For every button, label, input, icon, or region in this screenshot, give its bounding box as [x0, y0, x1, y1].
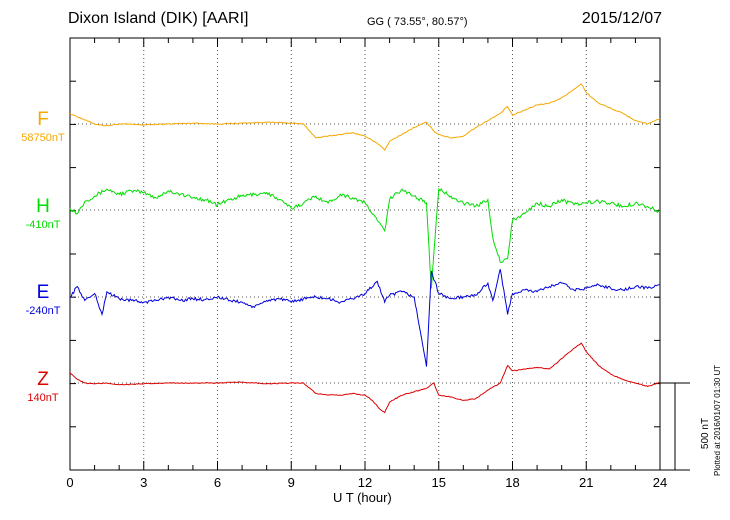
scale-bar-label: 500 nT	[700, 417, 712, 450]
component-baseline: -240nT	[25, 305, 61, 317]
component-letter: E	[36, 282, 50, 303]
trace-e	[69, 269, 661, 367]
component-letter: H	[36, 196, 50, 217]
plotted-timestamp: Plotted at 2016/01/07 01:30 UT	[713, 364, 722, 476]
x-tick-label: 3	[140, 475, 147, 490]
x-tick-label: 12	[358, 475, 372, 490]
station-title: Dixon Island (DIK) [AARI]	[68, 10, 249, 27]
traces	[69, 83, 661, 414]
axis-ticks: 0 3 6 9 12 15 18 21 24	[66, 37, 667, 490]
trace-h	[69, 187, 661, 289]
x-tick-label: 6	[214, 475, 221, 490]
component-label-f: F 58750nT	[8, 110, 78, 145]
x-tick-label: 18	[505, 475, 519, 490]
x-tick-label: 9	[288, 475, 295, 490]
component-baseline: 58750nT	[21, 132, 65, 144]
plot-date: 2015/12/07	[581, 10, 662, 27]
x-tick-label: 24	[653, 475, 667, 490]
scale-bar	[660, 382, 690, 471]
component-label-e: E -240nT	[8, 283, 78, 318]
x-tick-label: 0	[66, 475, 73, 490]
x-tick-label: 21	[579, 475, 593, 490]
component-baseline: -410nT	[25, 219, 61, 231]
x-axis-label: U T (hour)	[333, 490, 392, 505]
trace-f	[69, 83, 661, 151]
component-letter: F	[37, 109, 49, 130]
component-label-z: Z 140nT	[8, 370, 78, 405]
grid	[70, 38, 660, 470]
trace-z	[69, 342, 661, 414]
component-label-h: H -410nT	[8, 197, 78, 232]
component-letter: Z	[37, 369, 49, 390]
x-tick-label: 15	[432, 475, 446, 490]
station-coordinates: GG ( 73.55°, 80.57°)	[367, 16, 468, 28]
component-baseline: 140nT	[27, 392, 59, 404]
